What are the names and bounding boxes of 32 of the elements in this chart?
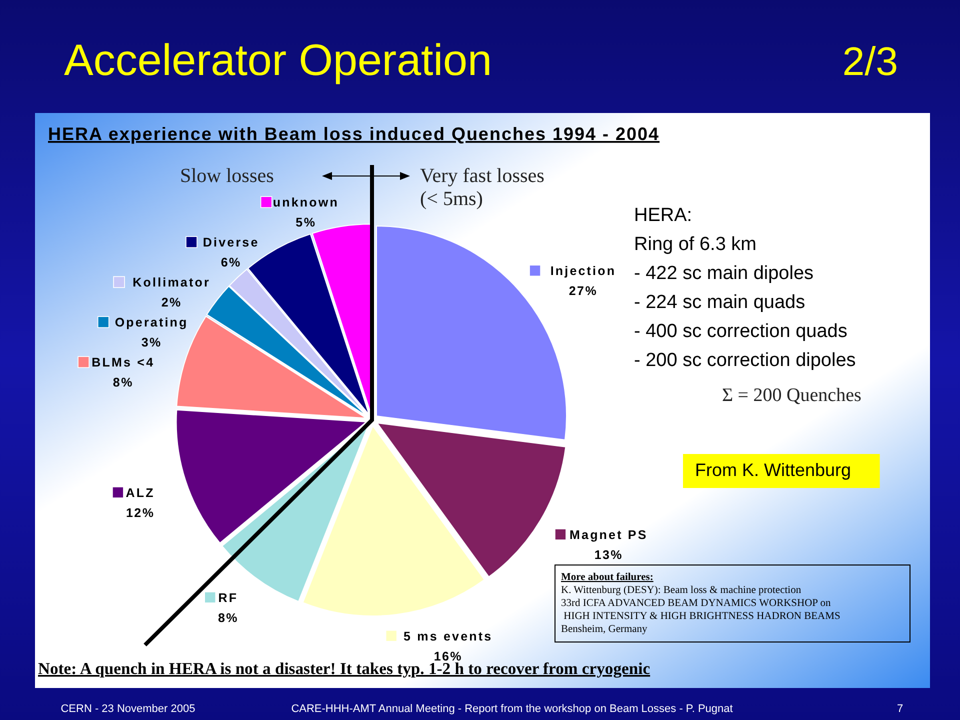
legend-label: Diverse — [202, 236, 260, 250]
data-label: 3% — [141, 336, 162, 350]
legend-label: BLMs <4 — [92, 356, 155, 370]
legend-label: Kollimator — [132, 276, 210, 290]
data-label: 13% — [594, 548, 623, 562]
chart-title: Accelerator Operation — [64, 36, 492, 85]
legend-label: unknown — [272, 196, 339, 210]
data-label: 8% — [112, 376, 134, 390]
text: More about failures: K. Wittenburg (DESY): Beam loss & machine protection 33rd ICFA ADVANCED BEAM DYNAMICS WORKSHOP on HIGH INTENSITY & HIGH BRIGHTNESS HADRON BEAMS Bensheim, Germany — [561, 572, 840, 635]
text: HERA: Ring of 6.3 km - 422 sc main dipoles - 224 sc main quads - 400 sc correction quads - 200 sc correction dipoles — [634, 205, 856, 371]
text: Very fast losses (< 5ms) — [420, 165, 545, 210]
legend-label: Magnet PS — [570, 528, 648, 542]
text: 2/3 — [842, 40, 898, 84]
data-label: 16% — [434, 649, 462, 664]
legend-label: 5 ms events — [404, 629, 493, 644]
legend-label: Injection — [550, 264, 616, 278]
data-label: 6% — [220, 256, 242, 270]
data-label: 2% — [161, 296, 182, 310]
data-label: 12% — [126, 506, 155, 520]
legend-label: RF — [218, 590, 238, 605]
text: Slow losses — [180, 165, 274, 187]
data-label: 5% — [296, 216, 316, 230]
data-label: 27% — [568, 284, 598, 298]
text: CERN - 23 November 2005 — [60, 703, 196, 715]
text: From K. Wittenburg — [695, 460, 852, 480]
chart-subtitle: HERA experience with Beam loss induced Quenches 1994 - 2004 — [48, 124, 660, 144]
data-label: 8% — [218, 610, 238, 625]
text: 7 — [896, 703, 904, 715]
legend-label: Operating — [114, 316, 188, 330]
text: CARE-HHH-AMT Annual Meeting - Report from the workshop on Beam Losses - P. Pugnat — [291, 703, 733, 715]
text: Σ = 200 Quenches — [722, 385, 862, 406]
legend-label: ALZ — [126, 486, 155, 500]
